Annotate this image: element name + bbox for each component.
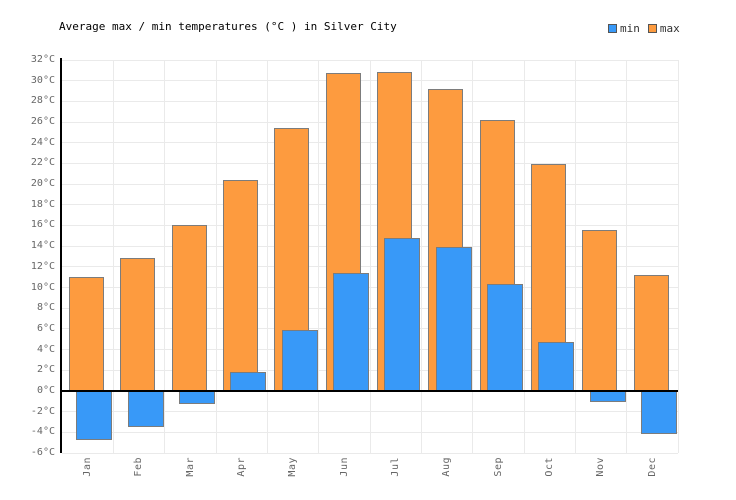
x-grid-line <box>318 60 320 453</box>
x-grid-line <box>420 60 422 453</box>
y-tick-label: 2°C <box>36 364 55 376</box>
bar-min-oct[interactable] <box>538 342 575 391</box>
x-tick-label-apr: Apr <box>236 457 248 477</box>
y-tick-label: 16°C <box>30 219 55 231</box>
x-tick-label-aug: Aug <box>441 457 453 477</box>
y-tick-label: 0°C <box>36 384 55 396</box>
x-grid-line <box>215 60 217 453</box>
x-tick-label-jan: Jan <box>82 457 94 477</box>
y-tick-label: 4°C <box>36 343 55 355</box>
y-tick-label: 6°C <box>36 322 55 334</box>
x-tick-label-jul: Jul <box>390 457 402 477</box>
y-tick-label: 18°C <box>30 198 55 210</box>
x-grid-line <box>112 60 114 453</box>
x-axis-zero-line <box>62 389 678 392</box>
x-tick-label-nov: Nov <box>595 457 607 477</box>
bar-min-jun[interactable] <box>333 273 369 391</box>
bar-max-jan[interactable] <box>68 277 104 391</box>
bar-max-dec[interactable] <box>633 275 669 391</box>
y-tick-label: 32°C <box>30 54 55 65</box>
bar-max-feb[interactable] <box>120 257 156 391</box>
bar-min-aug[interactable] <box>435 247 472 391</box>
x-tick-label-jun: Jun <box>338 457 350 477</box>
legend-min-label: min <box>620 22 640 35</box>
x-tick-label-dec: Dec <box>646 457 658 477</box>
legend-max-swatch-icon <box>647 24 657 33</box>
x-grid-line <box>369 60 371 453</box>
y-tick-label: 8°C <box>36 302 55 314</box>
y-tick-label: 22°C <box>30 157 55 169</box>
y-tick-label: 28°C <box>30 95 55 107</box>
plot-area <box>60 58 679 454</box>
y-grid-line <box>62 452 678 454</box>
x-grid-line <box>574 60 576 453</box>
legend-max-label: max <box>659 22 680 35</box>
y-tick-label: -2°C <box>30 405 55 417</box>
bar-max-nov[interactable] <box>582 229 618 391</box>
x-grid-line <box>677 60 679 453</box>
x-tick-label-feb: Feb <box>133 457 145 477</box>
x-tick-label-mar: Mar <box>184 457 196 477</box>
x-grid-line <box>626 60 628 453</box>
y-tick-label: 12°C <box>30 260 55 272</box>
x-tick-label-sep: Sep <box>492 457 504 477</box>
x-grid-line <box>266 60 268 453</box>
y-tick-label: 10°C <box>30 281 55 293</box>
x-tick-label-oct: Oct <box>544 457 556 477</box>
y-tick-label: 24°C <box>30 136 55 148</box>
y-tick-label: -6°C <box>30 447 55 458</box>
y-tick-label: 30°C <box>30 74 55 86</box>
bar-max-apr[interactable] <box>222 179 258 391</box>
bar-min-mar[interactable] <box>179 390 215 405</box>
y-tick-label: -4°C <box>30 426 55 438</box>
chart-title: Average max / min temperatures (°C ) in … <box>59 20 397 33</box>
bar-min-jan[interactable] <box>76 390 113 440</box>
bar-min-sep[interactable] <box>487 284 523 391</box>
y-tick-label: 20°C <box>30 178 55 190</box>
bar-min-jul[interactable] <box>384 237 421 391</box>
y-tick-label: 14°C <box>30 240 55 252</box>
x-grid-line <box>164 60 166 453</box>
bar-min-apr[interactable] <box>230 372 267 391</box>
bar-min-dec[interactable] <box>641 390 677 435</box>
bar-min-feb[interactable] <box>127 390 164 428</box>
x-axis-labels: Jan Feb Mar Apr May Jun Jul Aug Sep Oct Nov Dec <box>62 457 678 497</box>
y-axis-line <box>60 58 62 453</box>
x-grid-line <box>472 60 474 453</box>
legend-item-max[interactable]: max <box>647 22 680 35</box>
x-tick-label-may: May <box>287 457 299 477</box>
y-tick-label: 26°C <box>30 116 55 128</box>
bar-max-mar[interactable] <box>171 225 207 391</box>
legend: min max <box>608 23 680 34</box>
x-grid-line <box>523 60 525 453</box>
legend-min-swatch-icon <box>608 24 617 33</box>
legend-item-min[interactable]: min <box>608 23 640 34</box>
y-axis-labels: 32°C 30°C 28°C 26°C 24°C 22°C 20°C 18°C 16°C 14°C… <box>0 54 55 458</box>
bar-min-may[interactable] <box>281 329 318 391</box>
bar-min-nov[interactable] <box>589 390 626 403</box>
